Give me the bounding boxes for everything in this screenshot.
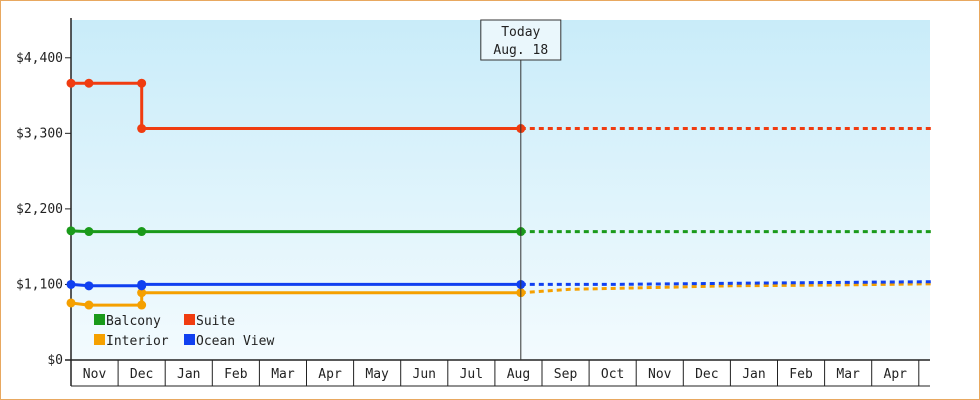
x-tick-label: May	[365, 367, 389, 382]
data-point-suite	[84, 78, 94, 88]
data-point-balcony	[66, 226, 76, 236]
x-tick-label: Apr	[318, 367, 342, 382]
data-point-suite	[66, 78, 76, 88]
x-tick-label: Oct	[601, 367, 624, 382]
x-tick-label: Jan	[742, 367, 765, 382]
data-point-ocean-view	[66, 279, 76, 289]
legend-label-interior: Interior	[106, 334, 169, 349]
data-point-ocean-view	[84, 281, 94, 291]
y-tick-label: $4,400	[16, 51, 63, 66]
x-tick-label: Dec	[695, 367, 718, 382]
x-tick-label: Jul	[460, 367, 483, 382]
y-tick-label: $2,200	[16, 202, 63, 217]
series-projection-ocean-view	[520, 280, 933, 286]
series-line-balcony	[70, 229, 521, 234]
legend-swatch-ocean-view	[184, 334, 195, 345]
x-tick-label: Jun	[413, 367, 436, 382]
legend-label-balcony: Balcony	[106, 314, 161, 329]
x-tick-label: Nov	[648, 367, 672, 382]
legend-swatch-suite	[184, 314, 195, 325]
legend-label-ocean-view: Ocean View	[196, 334, 274, 349]
x-tick-label: Mar	[271, 367, 295, 382]
x-tick-label: Nov	[83, 367, 107, 382]
legend-swatch-interior	[94, 334, 105, 345]
y-tick-label: $1,100	[16, 277, 63, 292]
x-tick-label: Sep	[554, 367, 578, 382]
x-tick-label: Jan	[177, 367, 200, 382]
plot-area	[71, 20, 930, 360]
today-callout	[480, 19, 562, 61]
today-date: Aug. 18	[493, 43, 548, 58]
data-point-ocean-view	[137, 279, 147, 289]
y-tick-label: $3,300	[16, 126, 63, 141]
data-point-suite	[137, 124, 147, 134]
data-point-interior	[84, 300, 94, 310]
data-point-balcony	[84, 227, 94, 237]
x-tick-label: Aug	[507, 367, 530, 382]
today-label: Today	[501, 25, 540, 40]
data-point-interior	[137, 300, 147, 310]
data-point-interior	[137, 288, 147, 298]
x-tick-label: Apr	[884, 367, 908, 382]
x-tick-label: Feb	[789, 367, 813, 382]
data-point-suite	[137, 78, 147, 88]
y-tick-label: $0	[47, 353, 63, 368]
x-tick-label: Dec	[130, 367, 153, 382]
series-projection-interior	[520, 282, 933, 295]
legend-label-suite: Suite	[196, 314, 235, 329]
x-tick-label: Mar	[836, 367, 860, 382]
data-point-balcony	[137, 227, 147, 237]
x-tick-label: Feb	[224, 367, 248, 382]
legend-swatch-balcony	[94, 314, 105, 325]
data-point-interior	[66, 298, 76, 308]
